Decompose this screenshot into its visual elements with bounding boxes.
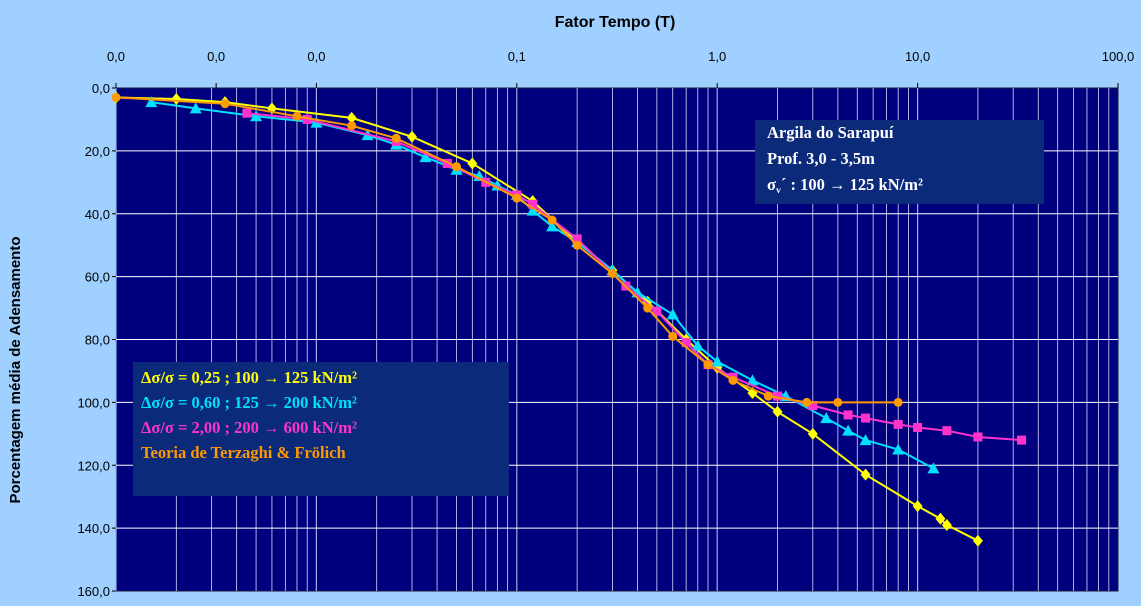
y-axis-title: Porcentagem média de Adensamento [7, 236, 24, 503]
data-point [842, 424, 855, 436]
data-point [893, 397, 903, 407]
legend-entry-cyan: Δσ/σ = 0,60 ; 125 → 200 kN/m² [141, 393, 357, 412]
data-point [820, 412, 833, 424]
data-point [927, 462, 940, 474]
data-point [773, 391, 783, 401]
data-point [250, 110, 263, 122]
data-point [666, 308, 679, 320]
data-point [528, 199, 538, 209]
series-line [151, 101, 934, 470]
y-tick-label: 160,0 [77, 584, 110, 599]
y-tick-label: 140,0 [77, 521, 110, 536]
info-line-3: σv´ : 100 → 125 kN/m² [767, 172, 1032, 204]
data-point [407, 130, 418, 143]
data-point [913, 423, 923, 433]
data-point [972, 534, 983, 547]
data-point [292, 111, 302, 121]
data-point [691, 339, 704, 351]
gridlines [115, 88, 1118, 591]
y-tick-label: 60,0 [85, 270, 110, 285]
legend-entry-yellow: Δσ/σ = 0,25 ; 100 → 125 kN/m² [141, 368, 357, 387]
data-point [728, 375, 738, 385]
info-sigma-sub: v [775, 185, 781, 196]
x-tick-label: 0,0 [107, 49, 125, 64]
info-stress-range: ´ : 100 → 125 kN/m² [780, 175, 923, 194]
data-point [391, 133, 401, 143]
x-tick-label: 0,1 [508, 49, 526, 64]
data-point [643, 303, 653, 313]
x-tick-label: 0,0 [207, 49, 225, 64]
x-axis-title: Fator Tempo (T) [555, 14, 676, 31]
data-point [912, 500, 923, 513]
data-point [419, 151, 432, 163]
y-tick-label: 0,0 [92, 81, 110, 96]
y-tick-label: 80,0 [85, 333, 110, 348]
data-point [668, 331, 678, 341]
data-point [302, 114, 312, 124]
data-point [467, 157, 478, 170]
y-tick-label: 40,0 [85, 207, 110, 222]
x-tick-label: 100,0 [1102, 49, 1135, 64]
data-point [703, 360, 713, 370]
data-point [859, 434, 872, 446]
data-point [189, 102, 202, 114]
legend: Δσ/σ = 0,25 ; 100 → 125 kN/m² Δσ/σ = 0,6… [133, 362, 509, 496]
data-point [973, 432, 983, 442]
data-point [652, 306, 662, 316]
info-box: Argila do Sarapuí Prof. 3,0 - 3,5m σv´ :… [755, 120, 1044, 204]
axes: 0,0 0,0 0,0 0,1 1,0 10,0 100,0 0,0 20,0 40,0 60,0 8… [77, 49, 1134, 599]
series-layer [111, 91, 1027, 547]
data-point [808, 401, 818, 411]
y-tick-label: 20,0 [85, 144, 110, 159]
data-point [451, 162, 461, 172]
data-point [843, 410, 853, 420]
data-point [572, 234, 582, 244]
data-point [942, 426, 952, 436]
data-point [526, 204, 539, 216]
x-tick-label: 10,0 [905, 49, 930, 64]
data-point [711, 355, 724, 367]
data-point [572, 240, 582, 250]
data-point [347, 121, 357, 131]
x-tick-label: 0,0 [307, 49, 325, 64]
series-line [115, 96, 899, 404]
data-point [892, 443, 905, 455]
data-point [442, 158, 452, 168]
data-point [935, 512, 946, 525]
legend-entry-theory: Teoria de Terzaghi & Frölich [141, 443, 346, 462]
data-point [607, 268, 617, 278]
data-point [860, 468, 871, 481]
data-point [111, 92, 121, 102]
info-line-2: Prof. 3,0 - 3,5m [767, 149, 875, 168]
data-point [547, 215, 557, 225]
data-point [220, 99, 230, 109]
data-point [763, 391, 773, 401]
series-3 [111, 92, 903, 407]
y-tick-label: 120,0 [77, 458, 110, 473]
data-point [893, 419, 903, 429]
data-point [807, 427, 818, 440]
data-point [772, 405, 783, 418]
data-point [861, 413, 871, 423]
info-line-1: Argila do Sarapuí [767, 123, 894, 142]
data-point [681, 338, 691, 348]
data-point [746, 374, 759, 386]
data-point [145, 96, 158, 108]
y-tick-label: 100,0 [77, 395, 110, 410]
data-point [242, 108, 252, 118]
data-point [546, 220, 559, 232]
data-point [512, 193, 522, 203]
data-point [941, 518, 952, 531]
info-sigma: σ [767, 175, 776, 194]
data-point [833, 397, 843, 407]
data-point [346, 111, 357, 124]
x-tick-label: 1,0 [708, 49, 726, 64]
data-point [802, 397, 812, 407]
data-point [1017, 435, 1027, 445]
legend-entry-magenta: Δσ/σ = 2,00 ; 200 → 600 kN/m² [141, 418, 357, 437]
